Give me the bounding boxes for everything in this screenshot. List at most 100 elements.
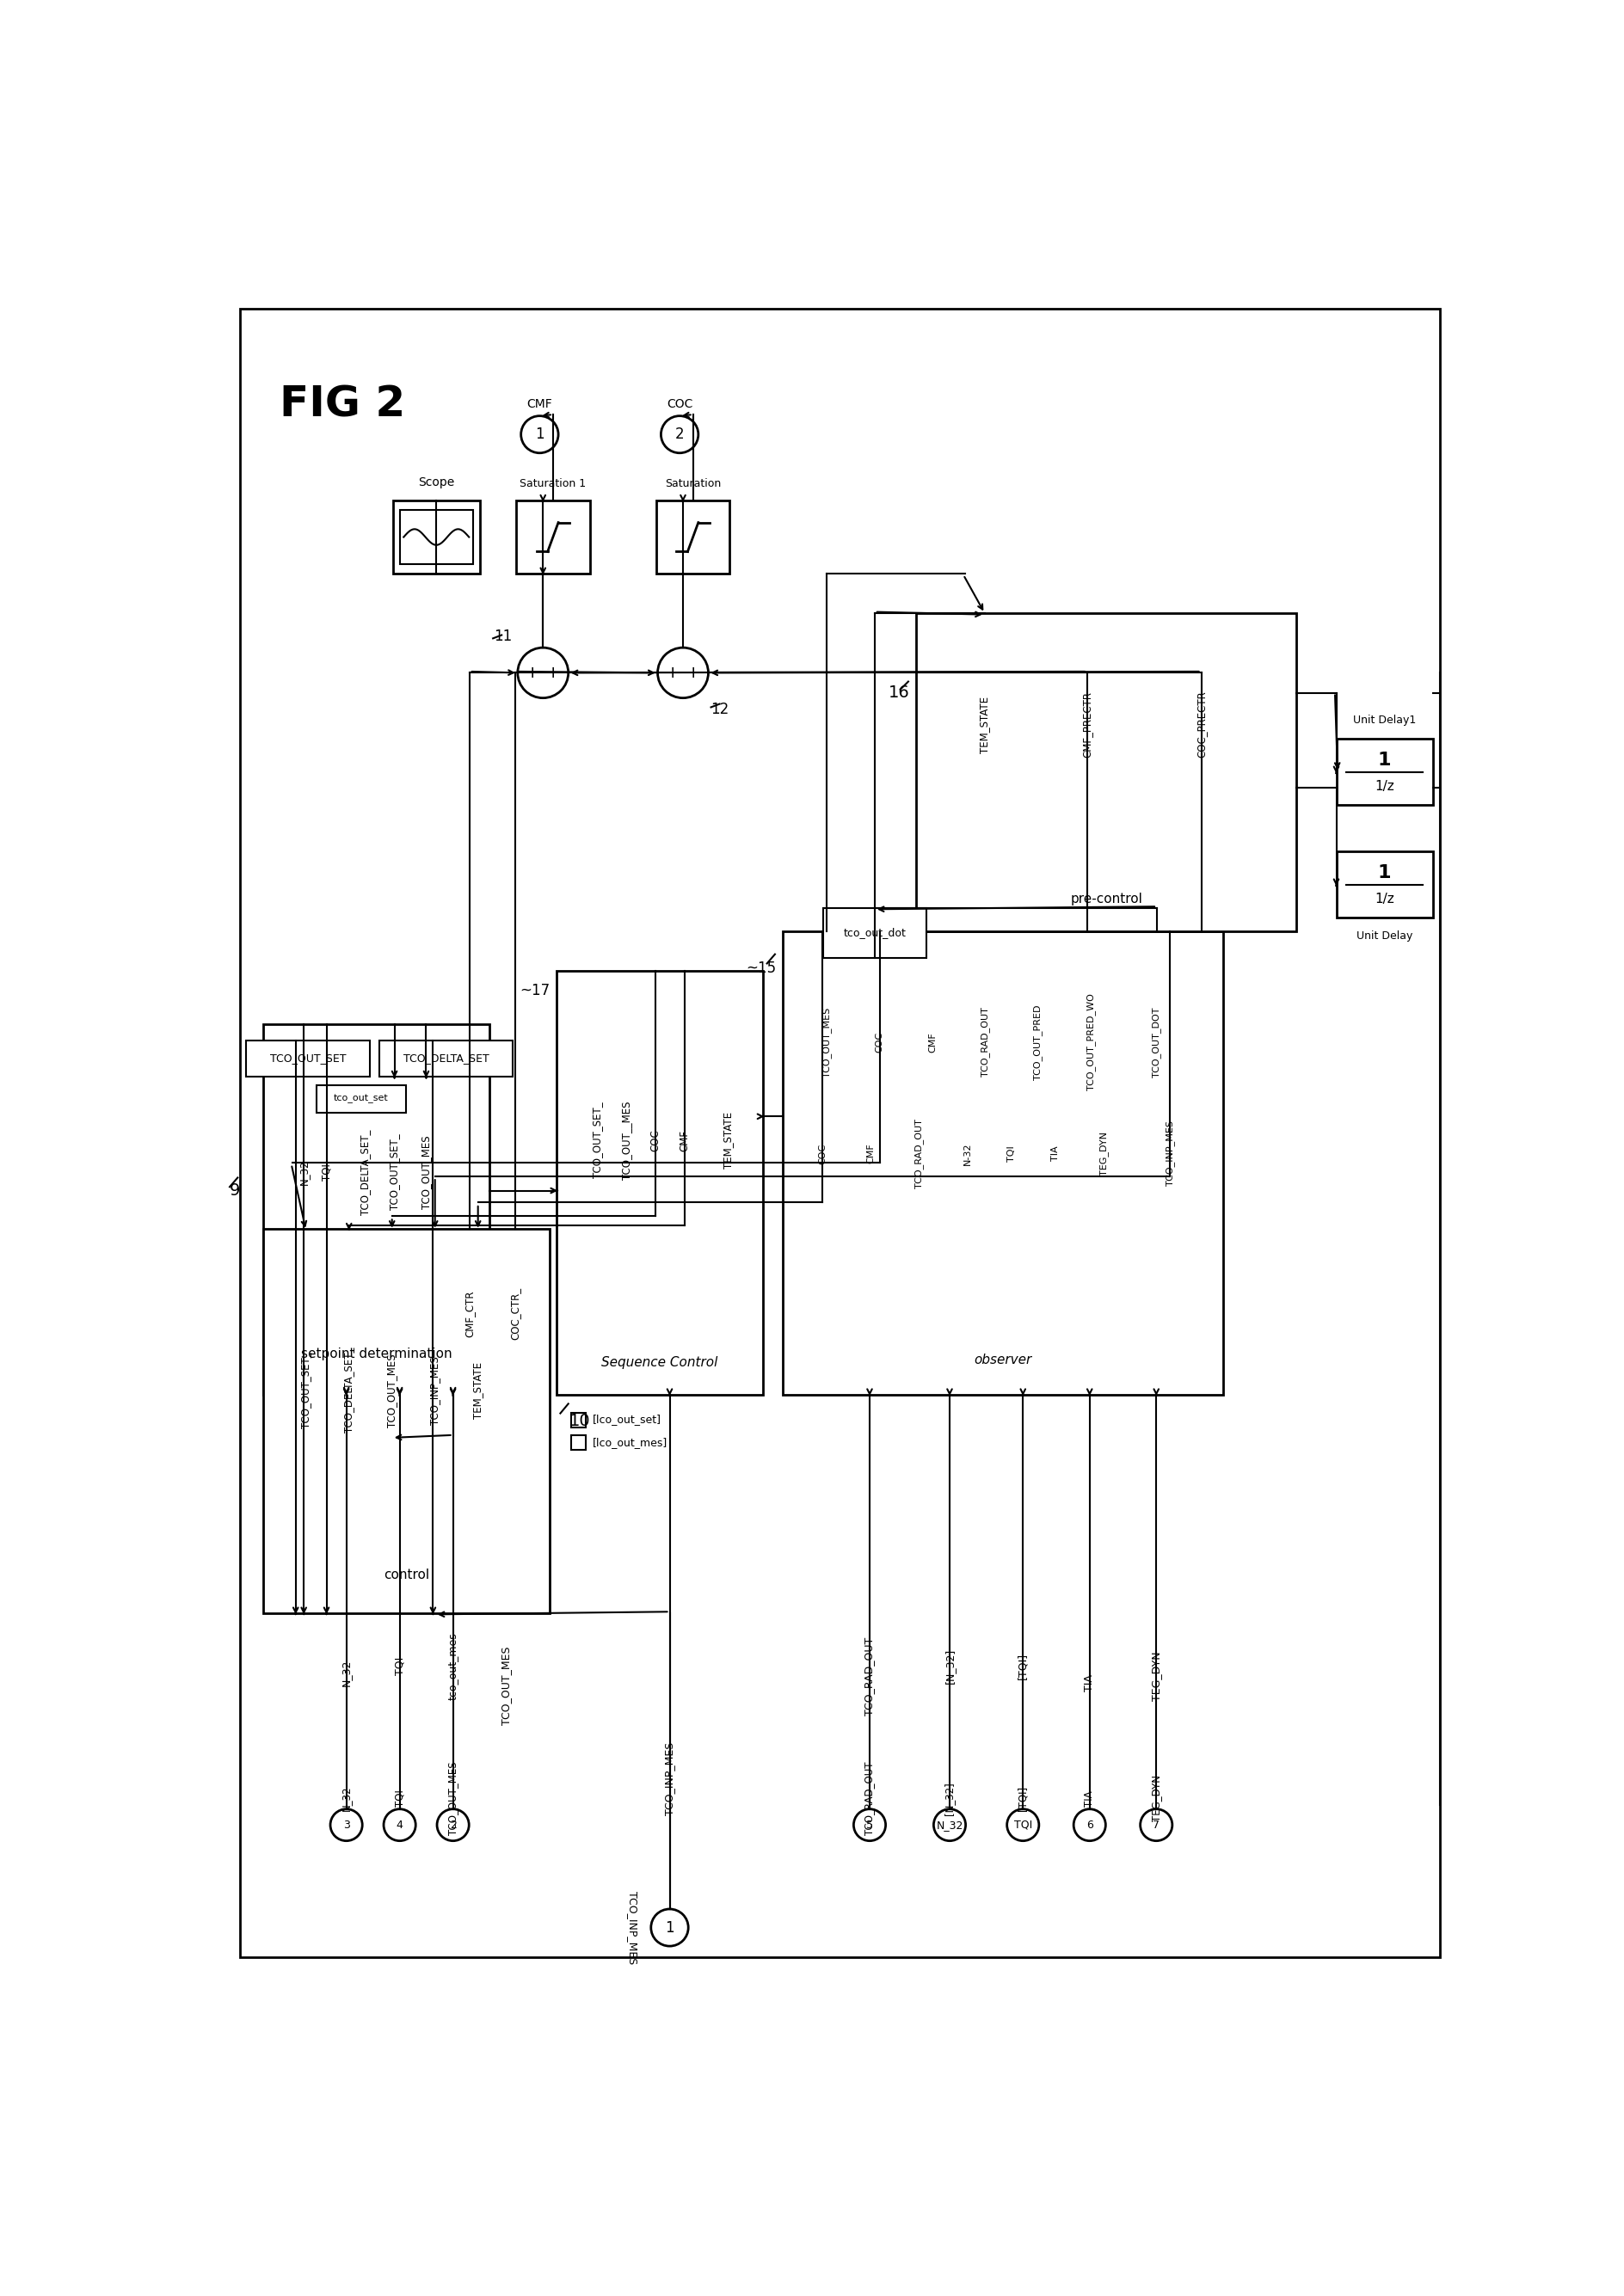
Text: 3: 3 (343, 1818, 349, 1830)
Circle shape (1007, 1809, 1039, 1841)
Bar (572, 1435, 586, 1451)
Text: TCO_OUT__MES: TCO_OUT__MES (620, 1102, 632, 1180)
Text: setpoint determination: setpoint determination (300, 1348, 451, 1359)
Text: TIA: TIA (1085, 1674, 1095, 1692)
Text: TQI: TQI (1013, 1818, 1033, 1830)
Text: TCO_RAD_OUT: TCO_RAD_OUT (981, 1008, 991, 1077)
Text: tco_out_mes: tco_out_mes (447, 1632, 458, 1699)
Text: FIG 2: FIG 2 (279, 383, 406, 425)
Text: TIA: TIA (1085, 1791, 1095, 1807)
Text: 1: 1 (1377, 751, 1392, 769)
Text: 2: 2 (676, 427, 684, 443)
Bar (393, 501, 479, 574)
Text: TCO_DELTA_SET: TCO_DELTA_SET (403, 1054, 489, 1063)
Bar (656, 501, 729, 574)
Text: TCO_OUT_MES: TCO_OUT_MES (500, 1646, 512, 1724)
Bar (1337, 852, 1432, 918)
Text: TCO_OUT_SET_: TCO_OUT_SET_ (300, 1352, 312, 1428)
Text: control: control (383, 1568, 429, 1582)
Text: TEM_STATE: TEM_STATE (979, 696, 991, 753)
Text: +: + (525, 664, 539, 682)
Text: N-32: N-32 (963, 1141, 973, 1164)
Text: [TQI]: [TQI] (1017, 1653, 1028, 1678)
Circle shape (521, 416, 559, 452)
Text: CMF: CMF (679, 1130, 690, 1150)
Bar (247, 1040, 370, 1077)
Text: Scope: Scope (417, 475, 455, 489)
Text: N_32: N_32 (341, 1660, 352, 1685)
Text: 16: 16 (888, 684, 909, 700)
Text: +: + (547, 664, 560, 682)
Text: TIA: TIA (1051, 1146, 1060, 1162)
Text: COC_PRECTR: COC_PRECTR (1195, 691, 1207, 758)
Text: COC: COC (818, 1143, 827, 1164)
Text: Saturation 1: Saturation 1 (520, 478, 586, 489)
Text: ~15: ~15 (745, 960, 776, 976)
Text: +: + (687, 664, 700, 682)
Text: TEM_STATE: TEM_STATE (473, 1362, 484, 1419)
Text: TCO_OUT_SET: TCO_OUT_SET (270, 1054, 346, 1063)
Circle shape (330, 1809, 362, 1841)
Text: TCO_RAD_OUT: TCO_RAD_OUT (864, 1761, 875, 1835)
Text: TEG_DYN: TEG_DYN (1099, 1132, 1109, 1176)
Text: CMF_CTR: CMF_CTR (464, 1290, 474, 1336)
Text: [lco_out_set]: [lco_out_set] (593, 1414, 663, 1426)
Text: observer: observer (974, 1352, 1031, 1366)
Text: 12: 12 (711, 703, 729, 716)
Text: TQI: TQI (1007, 1146, 1017, 1162)
Text: COC: COC (666, 397, 693, 411)
Text: COC_CTR_: COC_CTR_ (510, 1288, 521, 1341)
Text: 9: 9 (229, 1182, 240, 1199)
Text: 1/z: 1/z (1376, 781, 1395, 792)
Text: N_32: N_32 (935, 1818, 963, 1830)
Bar (557, 971, 763, 1394)
Text: 5: 5 (866, 1818, 874, 1830)
Text: tco_out_dot: tco_out_dot (843, 928, 906, 939)
Text: [N_32]: [N_32] (944, 1649, 955, 1683)
Bar (572, 1412, 586, 1428)
Bar (317, 1086, 406, 1114)
Text: TCO_RAD_OUT: TCO_RAD_OUT (864, 1637, 875, 1715)
Text: CMF_PRECTR: CMF_PRECTR (1082, 691, 1093, 758)
Text: 1: 1 (666, 1919, 674, 1936)
Text: Unit Delay: Unit Delay (1356, 930, 1413, 941)
Bar (1337, 739, 1432, 806)
Text: TCO_OUT_MES: TCO_OUT_MES (447, 1761, 458, 1835)
Text: 4: 4 (396, 1818, 403, 1830)
Text: TCO_INP_MES: TCO_INP_MES (627, 1892, 638, 1963)
Text: CMF: CMF (867, 1143, 875, 1164)
Text: COC: COC (650, 1130, 661, 1150)
Text: Sequence Control: Sequence Control (601, 1357, 718, 1368)
Circle shape (437, 1809, 469, 1841)
Text: Saturation: Saturation (664, 478, 721, 489)
Text: TCO_DELTA_SET_: TCO_DELTA_SET_ (359, 1130, 370, 1215)
Text: TCO_OUT_DOT: TCO_OUT_DOT (1153, 1008, 1161, 1077)
Text: COC: COC (875, 1031, 883, 1052)
Text: pre-control: pre-control (1070, 893, 1142, 905)
Bar (380, 1040, 513, 1077)
Bar (783, 932, 1223, 1394)
Text: ~17: ~17 (520, 983, 549, 999)
Text: TQI: TQI (395, 1791, 406, 1807)
Text: TCO_INP_MES: TCO_INP_MES (664, 1743, 676, 1816)
Text: TEG_DYN: TEG_DYN (1151, 1651, 1161, 1701)
Circle shape (934, 1809, 966, 1841)
Text: 11: 11 (494, 629, 512, 645)
Circle shape (661, 416, 698, 452)
Text: TCO_OUT_MES: TCO_OUT_MES (387, 1352, 398, 1428)
Text: TCO_DELTA_SET_: TCO_DELTA_SET_ (343, 1348, 354, 1433)
Text: CMF: CMF (929, 1033, 937, 1052)
Text: 1: 1 (1377, 863, 1392, 882)
Text: [TQI]: [TQI] (1017, 1786, 1028, 1812)
Circle shape (1140, 1809, 1173, 1841)
Text: [N_32]: [N_32] (944, 1782, 955, 1816)
Text: TCO_OUT_MES: TCO_OUT_MES (421, 1134, 432, 1210)
Text: TCO_OUT_MES: TCO_OUT_MES (822, 1008, 831, 1077)
Text: TEM_STATE: TEM_STATE (723, 1111, 734, 1169)
Text: 10: 10 (570, 1412, 591, 1428)
Text: TEG_DYN: TEG_DYN (1151, 1775, 1161, 1821)
Circle shape (658, 647, 708, 698)
Circle shape (854, 1809, 885, 1841)
Bar (263, 1024, 490, 1394)
Bar (263, 1228, 549, 1614)
